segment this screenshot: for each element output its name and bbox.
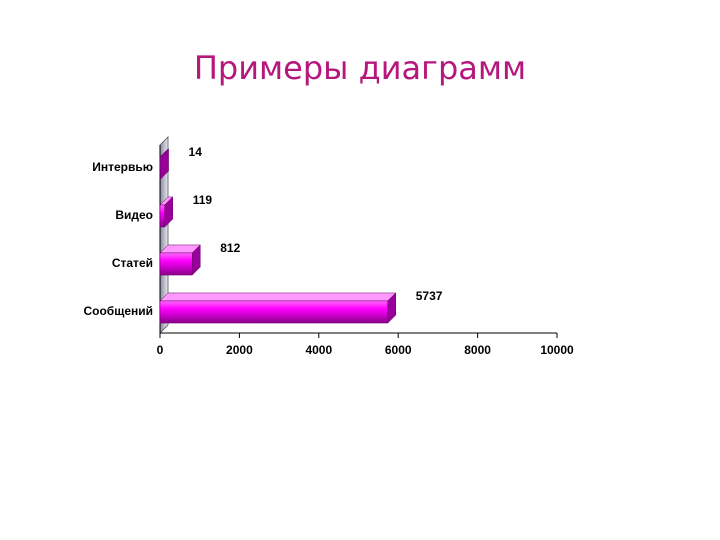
x-tick-label: 2000	[226, 343, 253, 357]
value-label: 119	[193, 193, 213, 207]
x-tick-label: 0	[157, 343, 164, 357]
value-label: 812	[220, 241, 240, 255]
chart-title: Примеры диаграмм	[194, 49, 526, 87]
x-tick-label: 6000	[385, 343, 412, 357]
y-tick-label: Интервью	[92, 160, 153, 174]
value-label: 14	[189, 145, 203, 159]
y-tick-label: Сообщений	[83, 304, 153, 318]
bar	[159, 252, 193, 276]
y-tick-label: Статей	[112, 256, 153, 270]
bar	[159, 300, 389, 324]
x-tick-label: 4000	[305, 343, 332, 357]
x-tick-label: 8000	[464, 343, 491, 357]
y-tick-label: Видео	[115, 208, 153, 222]
x-tick-label: 10000	[540, 343, 574, 357]
value-label: 5737	[416, 289, 443, 303]
bar	[159, 156, 161, 180]
bar	[159, 204, 165, 228]
bar-top	[159, 292, 397, 302]
